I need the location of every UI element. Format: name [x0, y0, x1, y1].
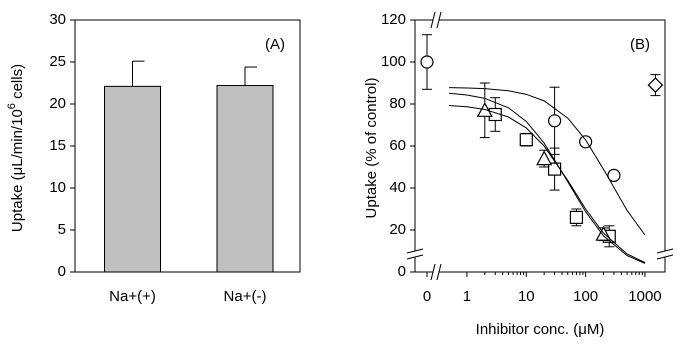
x-tick-label: 100 — [573, 288, 598, 305]
x-tick-label: 10 — [518, 288, 535, 305]
y-tick-label: 25 — [49, 53, 66, 70]
axis-break — [656, 254, 674, 260]
axis-break-gap — [407, 251, 423, 257]
y-tick-label: 100 — [381, 53, 406, 70]
panel-label: (A) — [265, 36, 285, 53]
fit-curve — [449, 87, 646, 236]
panel-label: (B) — [630, 36, 650, 53]
axis-break-gap — [657, 251, 673, 257]
axis-break — [430, 11, 436, 29]
y-label-text: Uptake (μL/min/10 — [9, 109, 26, 232]
bar — [216, 85, 274, 273]
bar — [104, 85, 161, 273]
data-point — [519, 133, 533, 147]
data-point — [647, 77, 664, 93]
axis-break — [406, 248, 424, 254]
y-tick-label: 5 — [58, 221, 66, 238]
y-label-text-end: cells) — [9, 64, 26, 103]
y-tick-label: 0 — [58, 263, 66, 280]
y-tick-label: 80 — [389, 95, 406, 112]
y-axis-label: Uptake (μL/min/106 cells) — [6, 64, 26, 232]
x-tick-label: 1 — [463, 288, 471, 305]
y-axis-label: Uptake (% of control) — [363, 78, 380, 219]
axis-break — [406, 254, 424, 260]
data-point — [536, 150, 553, 166]
x-tick-label: Na+(+) — [109, 288, 156, 305]
x-tick-label: Na+(-) — [224, 288, 267, 305]
y-tick-label: 120 — [381, 11, 406, 28]
y-tick-label: 30 — [49, 11, 66, 28]
y-tick-label: 20 — [389, 221, 406, 238]
data-point — [547, 114, 562, 128]
y-tick-label: 40 — [389, 179, 406, 196]
axis-break — [430, 263, 436, 281]
axis-break — [656, 248, 674, 254]
plot-frame — [414, 19, 666, 273]
axis-break-gap — [433, 12, 439, 28]
y-tick-label: 0 — [398, 263, 406, 280]
y-tick-label: 15 — [49, 137, 66, 154]
axis-break — [436, 263, 442, 281]
axis-break-gap — [433, 264, 439, 280]
axis-break — [436, 11, 442, 29]
y-tick-label: 60 — [389, 137, 406, 154]
fit-curve — [449, 92, 646, 264]
y-tick-label: 20 — [49, 95, 66, 112]
data-point — [569, 210, 584, 224]
x-tick-label: 0 — [423, 288, 431, 305]
y-tick-label: 10 — [49, 179, 66, 196]
fit-curve — [449, 104, 646, 264]
x-tick-label: 1000 — [628, 288, 661, 305]
x-axis-label: Inhibitor conc. (μM) — [476, 321, 605, 338]
y-label-superscript: 6 — [6, 103, 18, 109]
data-point — [420, 55, 434, 69]
data-point — [607, 168, 621, 182]
